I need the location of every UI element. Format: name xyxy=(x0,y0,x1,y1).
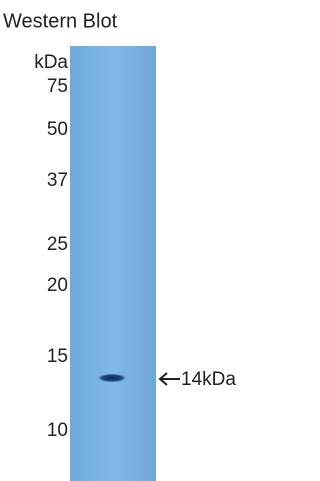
marker-label: 75 xyxy=(47,76,68,97)
page: Western Blot kDa 75 50 37 25 20 15 10 14… xyxy=(0,0,277,481)
marker-labels: kDa 75 50 37 25 20 15 10 xyxy=(34,52,68,441)
marker-label: 10 xyxy=(47,420,68,441)
blot-figure: Western Blot kDa 75 50 37 25 20 15 10 14… xyxy=(0,0,277,481)
band-label: 14kDa xyxy=(181,369,236,390)
unit-label: kDa xyxy=(34,52,68,73)
marker-label: 50 xyxy=(47,119,68,140)
marker-label: 37 xyxy=(47,170,68,191)
marker-label: 20 xyxy=(47,275,68,296)
protein-band xyxy=(97,374,127,383)
band-arrow xyxy=(160,373,180,385)
marker-label: 15 xyxy=(47,346,68,367)
marker-label: 25 xyxy=(47,234,68,255)
title: Western Blot xyxy=(3,10,118,32)
blot-lane xyxy=(70,46,156,481)
